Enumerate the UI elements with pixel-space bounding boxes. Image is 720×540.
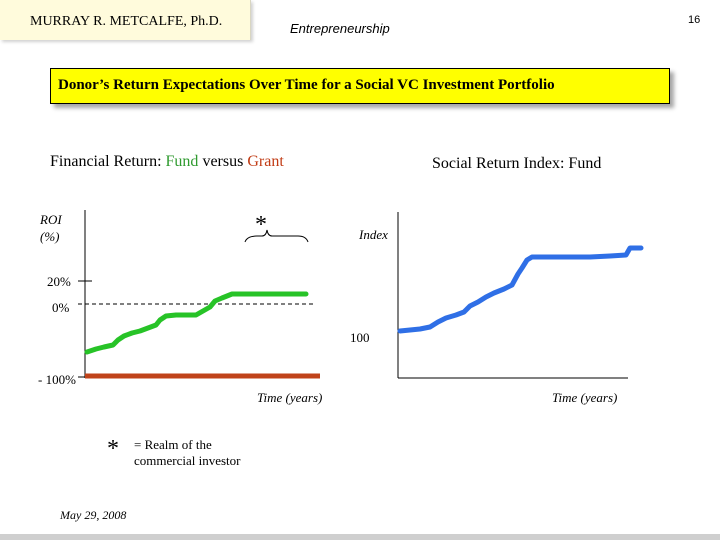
right-chart-heading: Social Return Index: Fund: [432, 155, 602, 172]
footer-date: May 29, 2008: [60, 508, 127, 522]
commercial-asterisk: *: [255, 212, 267, 238]
note-line2: commercial investor: [134, 453, 241, 468]
left-x-axis-label: Time (years): [257, 390, 323, 405]
fund-return-line: [84, 291, 309, 355]
author-name: MURRAY R. METCALFE, Ph.D.: [30, 14, 223, 29]
roi-label-line1: ROI: [40, 212, 62, 227]
tick-minus-100-percent: - 100%: [38, 372, 76, 387]
left-chart-heading: Financial Return: Fund versus Grant: [50, 153, 284, 171]
index-label: Index: [359, 227, 388, 242]
note-asterisk: *: [107, 436, 119, 462]
tick-20-percent: 20%: [47, 274, 71, 289]
footer-bar: [0, 534, 720, 540]
note-line1: = Realm of the: [134, 437, 212, 452]
course-title: Entrepreneurship: [290, 21, 390, 36]
social-index-line: [397, 245, 644, 334]
heading-fund: Fund: [165, 153, 199, 170]
heading-grant: Grant: [247, 153, 284, 170]
heading-prefix: Financial Return:: [50, 153, 166, 170]
tick-0-percent: 0%: [52, 300, 70, 315]
heading-mid: versus: [198, 153, 248, 170]
tick-100: 100: [350, 330, 370, 345]
page-number: 16: [688, 14, 701, 26]
title-box: [50, 68, 670, 104]
roi-label-line2: (%): [40, 229, 60, 244]
author-box: [0, 0, 251, 40]
commercial-brace: [244, 229, 309, 243]
slide-title: Donor’s Return Expectations Over Time fo…: [58, 77, 555, 93]
right-x-axis-label: Time (years): [552, 390, 618, 405]
